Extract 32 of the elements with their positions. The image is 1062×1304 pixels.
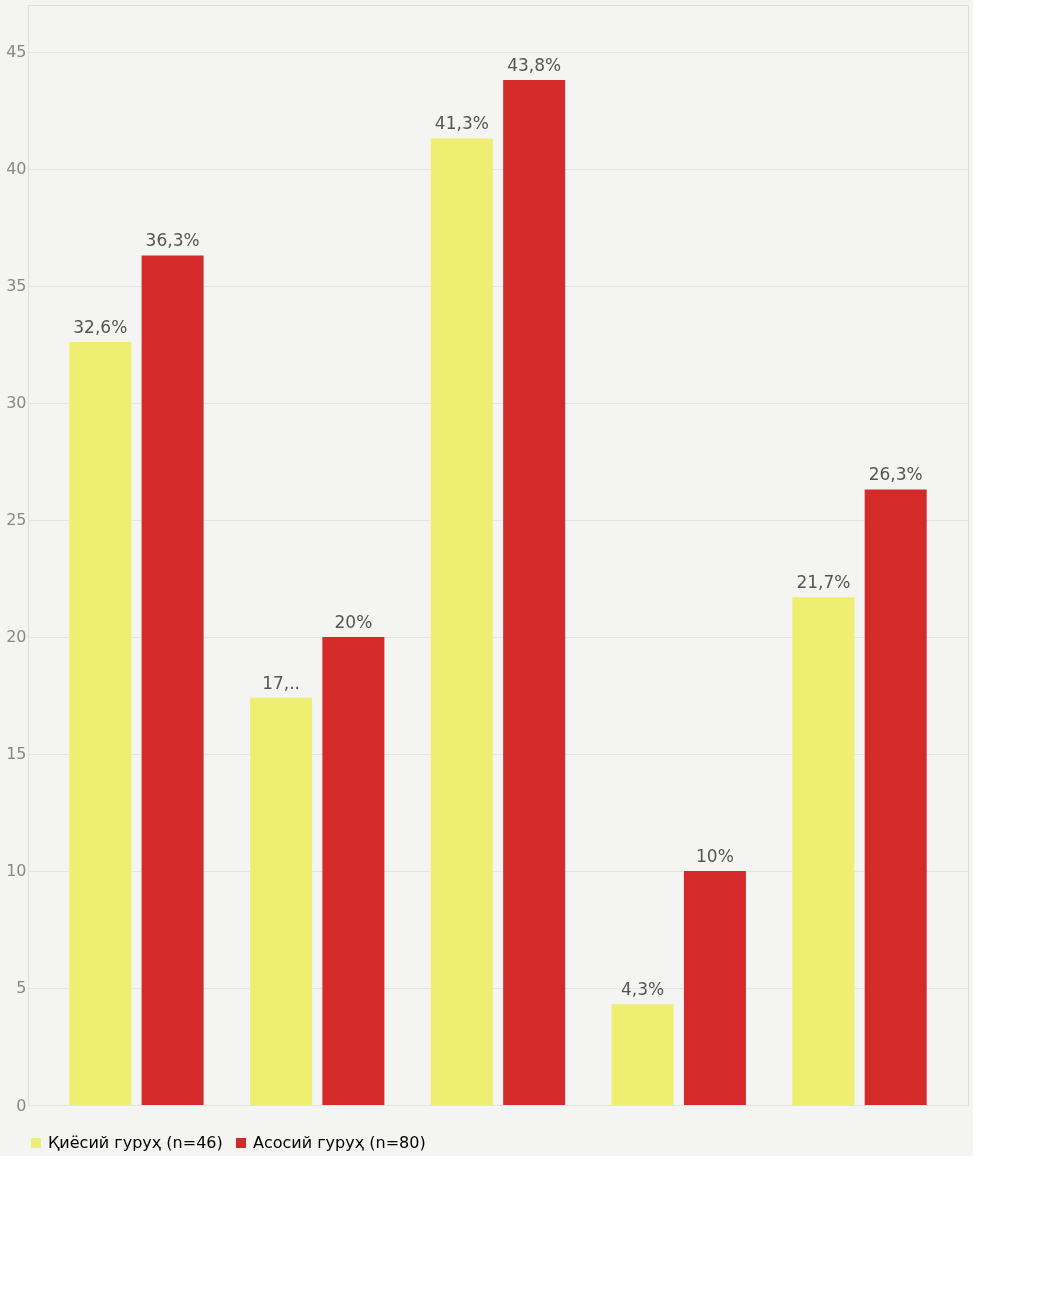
data-label: 21,7% bbox=[796, 572, 851, 593]
y-tick-label: 30 bbox=[6, 393, 27, 413]
y-tick-label: 45 bbox=[6, 42, 27, 62]
bar bbox=[611, 1004, 674, 1105]
bar bbox=[250, 697, 313, 1105]
bar bbox=[322, 636, 385, 1105]
y-tick-label: 25 bbox=[6, 510, 27, 530]
y-tick-label: 0 bbox=[16, 1095, 27, 1115]
y-tick-label: 20 bbox=[6, 627, 27, 647]
bar bbox=[430, 138, 493, 1105]
y-tick-label: 5 bbox=[16, 978, 27, 998]
bar bbox=[69, 342, 132, 1105]
data-label: 10% bbox=[696, 845, 734, 866]
bar bbox=[792, 597, 855, 1105]
data-label: 20% bbox=[334, 611, 373, 632]
bar bbox=[503, 79, 566, 1105]
bar bbox=[864, 489, 927, 1105]
data-label: 17,.. bbox=[262, 672, 300, 693]
y-tick-label: 35 bbox=[6, 276, 27, 296]
y-tick-label: 40 bbox=[6, 159, 27, 179]
bar bbox=[141, 255, 204, 1105]
legend-label: Асосий гуруҳ (n=80) bbox=[253, 1133, 426, 1152]
data-label: 26,3% bbox=[868, 464, 923, 485]
data-label: 36,3% bbox=[145, 230, 200, 251]
data-label: 41,3% bbox=[434, 113, 489, 134]
data-label: 4,3% bbox=[621, 979, 665, 1000]
legend-label: Қиёсий гуруҳ (n=46) bbox=[48, 1133, 223, 1152]
data-label: 32,6% bbox=[73, 317, 128, 338]
data-label: 43,8% bbox=[507, 54, 562, 75]
y-tick-label: 10 bbox=[6, 861, 27, 881]
bar bbox=[683, 870, 746, 1105]
y-tick-label: 15 bbox=[6, 744, 27, 764]
